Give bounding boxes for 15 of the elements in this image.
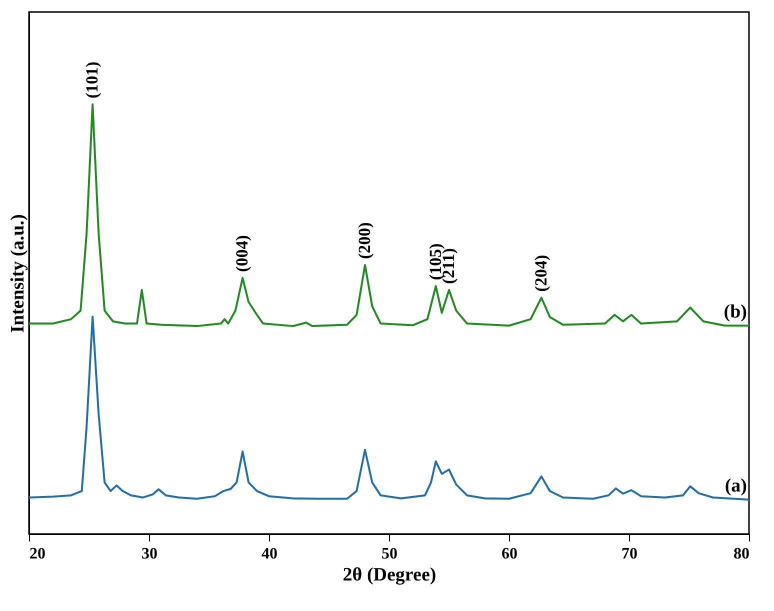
x-tick-label: 80 — [734, 546, 750, 562]
x-tick-label: 50 — [382, 546, 398, 562]
x-tick-label: 40 — [262, 546, 278, 562]
x-tick-label: 30 — [142, 546, 158, 562]
x-tick-label: 60 — [502, 546, 518, 562]
x-tick-label: 70 — [622, 546, 638, 562]
annotation: (101) — [82, 62, 102, 98]
series-label: (b) — [724, 302, 747, 323]
annotation: (204) — [531, 254, 550, 292]
series-label: (a) — [724, 476, 747, 497]
annotation: (004) — [232, 235, 252, 272]
y-axis-title: Intensity (a.u.) — [8, 214, 28, 333]
x-tick-label: 20 — [30, 546, 46, 562]
annotation: (200) — [355, 222, 374, 260]
x-axis-title: 2θ (Degree) — [342, 564, 436, 586]
